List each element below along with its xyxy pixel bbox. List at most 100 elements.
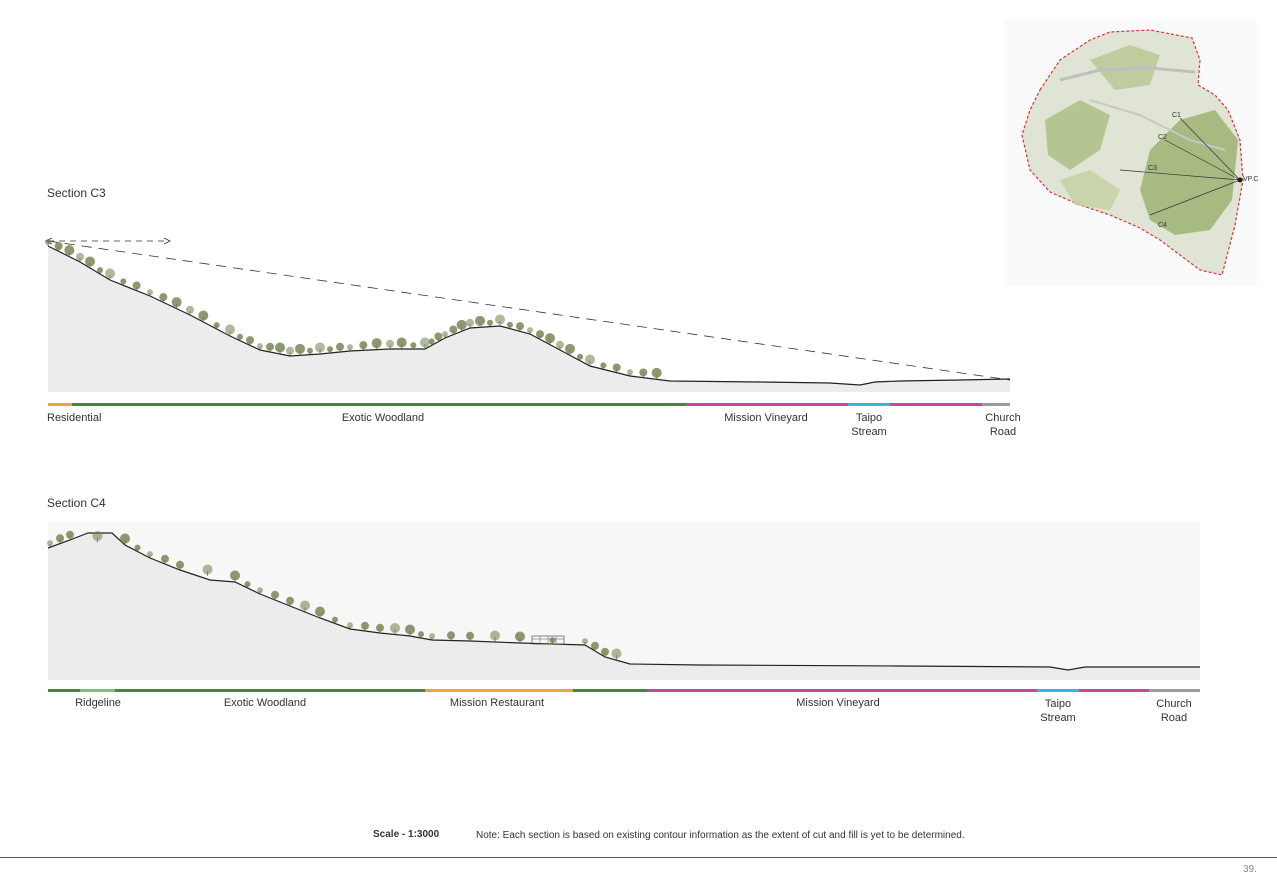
key-map-viewpoint-label: VP.C	[1243, 176, 1259, 183]
section-c3-trees	[45, 239, 662, 380]
tree-icon	[651, 367, 662, 380]
tree-icon	[266, 342, 274, 352]
tree-icon	[286, 596, 294, 606]
tree-icon	[85, 256, 95, 268]
tree-icon	[147, 551, 153, 558]
tree-icon	[225, 324, 235, 336]
tree-icon	[336, 342, 344, 352]
key-map-viewpoint-marker	[1237, 177, 1243, 183]
tree-icon	[275, 342, 285, 354]
c4-label-exotic-woodland: Exotic Woodland	[223, 697, 307, 709]
footer-divider	[0, 857, 1277, 858]
c3-zone-exotic-woodland	[72, 403, 686, 406]
section-c4-title: Section C4	[47, 496, 106, 510]
tree-icon	[327, 346, 333, 353]
footer-note: Note: Each section is based on existing …	[476, 830, 965, 841]
tree-icon	[332, 616, 338, 624]
c4-zone-church-road	[1149, 689, 1200, 692]
tree-icon	[198, 310, 209, 322]
page-number: 39.	[1243, 864, 1257, 875]
tree-icon	[120, 533, 130, 545]
tree-icon	[230, 570, 240, 582]
tree-icon	[271, 590, 279, 600]
key-map-marker-c4: C4	[1158, 222, 1167, 229]
tree-icon	[428, 338, 435, 346]
tree-icon	[371, 338, 382, 350]
c4-zone-woodland-start	[48, 689, 80, 692]
section-c4-zone-bar	[48, 689, 1200, 692]
section-c3-ground	[48, 246, 1010, 392]
c4-zone-vineyard-2	[1079, 689, 1149, 692]
c3-label-taipo-stream: Taipo Stream	[851, 412, 887, 438]
tree-icon	[487, 319, 493, 327]
tree-icon	[359, 341, 368, 351]
c4-zone-mission-restaurant	[425, 689, 573, 692]
c3-zone-church-road	[982, 403, 1010, 406]
key-map-marker-c3: C3	[1148, 165, 1157, 172]
c4-zone-exotic-woodland	[115, 689, 425, 692]
tree-icon	[565, 343, 575, 356]
tree-icon	[45, 239, 51, 246]
tree-icon	[307, 347, 313, 355]
tree-icon	[549, 637, 556, 644]
tree-icon	[64, 245, 75, 257]
tree-icon	[601, 647, 609, 657]
section-c4-trees	[47, 530, 622, 660]
tree-icon	[556, 340, 564, 350]
key-map-vegetation-2	[1140, 110, 1238, 235]
c3-zone-mission-vineyard	[686, 403, 848, 406]
tree-icon	[429, 633, 435, 640]
c3-zone-vineyard-2	[890, 403, 982, 406]
tree-icon	[92, 531, 103, 543]
key-map	[1005, 20, 1257, 286]
tree-icon	[244, 581, 251, 588]
tree-icon	[66, 530, 74, 540]
tree-icon	[585, 354, 595, 366]
tree-icon	[490, 630, 500, 642]
tree-icon	[466, 631, 474, 641]
tree-icon	[582, 638, 588, 645]
section-c3-zone-bar	[48, 403, 1010, 406]
tree-icon	[120, 278, 127, 286]
tree-icon	[434, 332, 443, 342]
section-c4-profile	[47, 530, 1200, 680]
tree-icon	[507, 321, 513, 329]
tree-icon	[171, 297, 182, 309]
c3-label-mission-vineyard: Mission Vineyard	[724, 412, 808, 424]
c3-zone-residential	[48, 403, 72, 406]
tree-icon	[611, 648, 622, 660]
tree-icon	[186, 305, 194, 315]
tree-icon	[176, 560, 184, 570]
tree-icon	[347, 622, 353, 629]
tree-icon	[442, 331, 448, 338]
tree-icon	[627, 369, 633, 376]
tree-icon	[237, 333, 243, 341]
tree-icon	[405, 624, 415, 636]
tree-icon	[159, 293, 168, 303]
tree-icon	[475, 315, 485, 328]
c4-label-ridgeline: Ridgeline	[75, 697, 121, 709]
c3-label-church-road: Church Road	[985, 412, 1021, 438]
tree-icon	[527, 327, 533, 334]
tree-icon	[600, 362, 607, 370]
tree-icon	[161, 554, 169, 564]
tree-icon	[347, 344, 353, 351]
tree-icon	[447, 631, 455, 641]
tree-icon	[515, 631, 525, 643]
tree-icon	[418, 631, 424, 638]
tree-icon	[577, 353, 583, 361]
section-c3-sightline	[47, 240, 1011, 381]
c3-zone-taipo-stream	[848, 403, 890, 406]
key-map-vegetation-4	[1060, 170, 1120, 210]
scale-label: Scale - 1:3000	[373, 829, 440, 840]
c4-label-taipo-stream: Taipo Stream	[1040, 698, 1076, 724]
tree-icon	[536, 330, 544, 340]
tree-icon	[134, 544, 141, 552]
key-map-marker-c1: C1	[1172, 112, 1181, 119]
c4-zone-mission-vineyard	[647, 689, 1037, 692]
tree-icon	[286, 346, 294, 356]
tree-icon	[132, 281, 141, 291]
tree-icon	[410, 342, 417, 349]
section-c4-restaurant-building	[531, 635, 565, 645]
